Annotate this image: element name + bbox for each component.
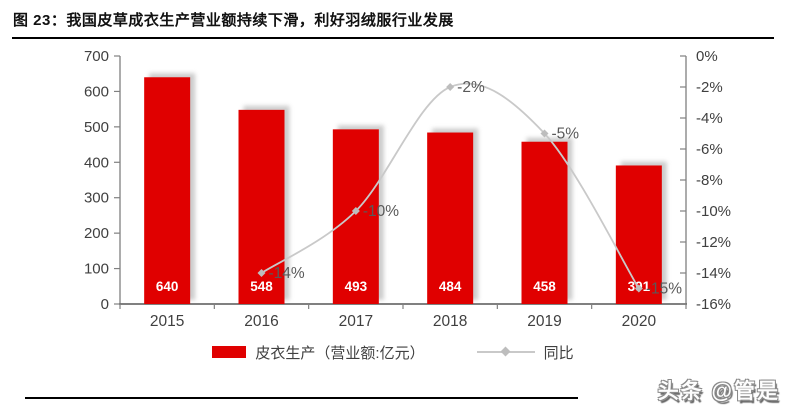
bar-2018 bbox=[427, 132, 474, 304]
legend-item-line-series: 同比 bbox=[476, 342, 574, 363]
combo-chart-svg: 0 100 200 300 400 500 600 700 0% -2% -4% -6% -8% -10%… bbox=[84, 48, 731, 330]
left-axis-tick-label: 300 bbox=[84, 190, 109, 207]
right-axis-tick-label: -8% bbox=[696, 172, 723, 189]
line-series-swatch bbox=[476, 346, 535, 357]
left-axis-tick-label: 200 bbox=[84, 225, 109, 242]
x-axis-category-label: 2019 bbox=[527, 313, 561, 330]
chart-legend: 皮衣生产（营业额:亿元） 同比 bbox=[0, 340, 786, 364]
x-axis-category-label: 2015 bbox=[150, 313, 184, 330]
x-axis-category-label: 2020 bbox=[622, 313, 657, 330]
right-axis-tick-label: -14% bbox=[696, 265, 731, 282]
yoy-point-label: -14% bbox=[269, 265, 305, 282]
yoy-point-marker bbox=[540, 129, 549, 138]
bar-value-label: 458 bbox=[533, 279, 556, 294]
combo-chart: 0 100 200 300 400 500 600 700 0% -2% -4% -6% -8% -10%… bbox=[0, 39, 786, 339]
watermark: 头条 @管是 bbox=[657, 380, 780, 403]
bar-2020 bbox=[615, 165, 662, 304]
yoy-point-marker bbox=[446, 83, 455, 91]
legend-label-line-series: 同比 bbox=[543, 344, 574, 362]
bar-2015 bbox=[144, 77, 191, 304]
yoy-point-marker bbox=[257, 269, 266, 277]
right-axis-tick-label: -12% bbox=[696, 234, 731, 251]
right-axis-tick-label: 0% bbox=[696, 48, 718, 65]
right-axis-tick-label: -16% bbox=[696, 296, 731, 313]
right-axis-tick-label: -6% bbox=[696, 141, 723, 158]
bar-value-label: 493 bbox=[345, 279, 368, 294]
bottom-divider bbox=[25, 397, 578, 399]
yoy-point-label: -10% bbox=[363, 203, 399, 220]
left-axis-tick-label: 0 bbox=[101, 296, 109, 313]
legend-item-bar-series: 皮衣生产（营业额:亿元） bbox=[212, 342, 425, 363]
right-axis-tick-label: -10% bbox=[696, 203, 731, 220]
left-axis-tick-label: 700 bbox=[84, 48, 109, 65]
x-axis-category-label: 2017 bbox=[339, 313, 373, 330]
yoy-point-label: -2% bbox=[457, 79, 485, 96]
bar-series-swatch bbox=[212, 346, 247, 358]
left-axis-tick-label: 600 bbox=[84, 83, 109, 100]
title-divider bbox=[12, 37, 774, 39]
bar-2019 bbox=[521, 141, 568, 304]
yoy-point-marker bbox=[634, 284, 643, 293]
bar-value-label: 548 bbox=[250, 279, 273, 294]
yoy-point-label: -15% bbox=[646, 281, 682, 298]
left-axis-tick-label: 100 bbox=[84, 261, 109, 278]
right-axis-tick-label: -2% bbox=[696, 79, 723, 96]
x-axis-category-label: 2018 bbox=[433, 313, 467, 330]
left-axis-tick-label: 500 bbox=[84, 119, 109, 136]
bar-value-label: 484 bbox=[439, 279, 462, 294]
bar-2017 bbox=[332, 129, 379, 304]
yoy-point-label: -5% bbox=[552, 126, 580, 143]
legend-label-bar-series: 皮衣生产（营业额:亿元） bbox=[255, 344, 425, 362]
yoy-point-marker bbox=[351, 207, 360, 215]
left-axis-tick-label: 400 bbox=[84, 154, 109, 171]
line-marker-icon bbox=[500, 346, 511, 357]
x-axis-category-label: 2016 bbox=[244, 313, 278, 330]
figure-title: 图 23：我国皮草成衣生产营业额持续下滑，利好羽绒服行业发展 bbox=[13, 12, 454, 29]
bar-value-label: 640 bbox=[156, 279, 179, 294]
right-axis-tick-label: -4% bbox=[696, 110, 723, 127]
